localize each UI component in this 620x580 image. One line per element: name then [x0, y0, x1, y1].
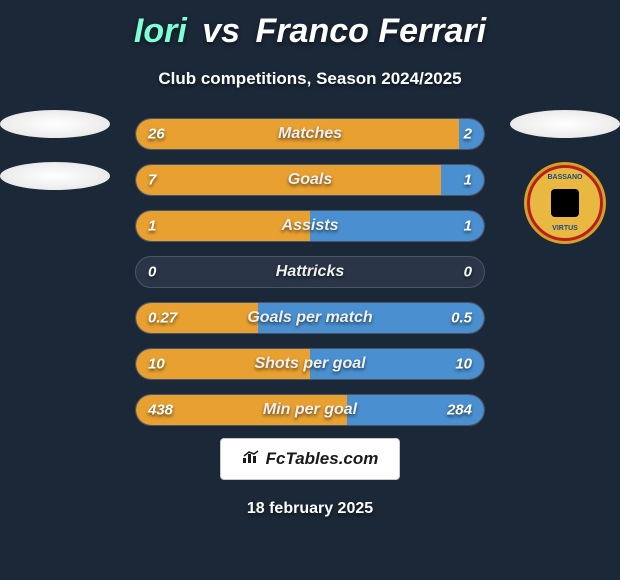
player2-placeholder-1 — [510, 110, 620, 138]
player1-placeholder-2 — [0, 162, 110, 190]
stat-label: Assists — [282, 217, 339, 235]
stat-value-right: 284 — [447, 402, 472, 419]
stat-value-left: 10 — [148, 356, 165, 373]
stat-row: 0 0 Hattricks — [135, 256, 485, 288]
stat-row: 10 10 Shots per goal — [135, 348, 485, 380]
player1-placeholder-1 — [0, 110, 110, 138]
badge-text-top: BASSANO — [547, 174, 582, 181]
bar-fill-right — [441, 165, 485, 195]
stat-row: 26 2 Matches — [135, 118, 485, 150]
club-badge: BASSANO VIRTUS — [524, 162, 606, 244]
player2-name: Franco Ferrari — [256, 12, 487, 50]
stat-value-right: 2 — [464, 126, 472, 143]
player1-avatar-col — [0, 110, 110, 214]
stat-value-left: 0 — [148, 264, 156, 281]
stat-label: Matches — [278, 125, 342, 143]
stat-label: Shots per goal — [254, 355, 365, 373]
stat-bars: 26 2 Matches 7 1 Goals 1 1 Assists 0 0 Hattricks 0.2… — [135, 118, 485, 440]
club-badge-inner: BASSANO VIRTUS — [527, 165, 603, 241]
chart-icon — [242, 449, 260, 469]
brand-text: FcTables.com — [266, 449, 379, 469]
badge-text-bottom: VIRTUS — [552, 225, 578, 232]
stat-label: Hattricks — [276, 263, 344, 281]
comparison-title: Iori vs Franco Ferrari — [0, 0, 620, 51]
stat-value-right: 0.5 — [451, 310, 472, 327]
stat-row: 1 1 Assists — [135, 210, 485, 242]
stat-value-left: 7 — [148, 172, 156, 189]
brand-logo: FcTables.com — [220, 438, 400, 480]
stat-value-left: 0.27 — [148, 310, 177, 327]
stat-value-left: 26 — [148, 126, 165, 143]
stat-row: 0.27 0.5 Goals per match — [135, 302, 485, 334]
stat-label: Goals — [288, 171, 332, 189]
badge-center-icon — [551, 189, 579, 217]
vs-label: vs — [202, 12, 240, 50]
stat-row: 438 284 Min per goal — [135, 394, 485, 426]
stat-value-left: 1 — [148, 218, 156, 235]
stat-label: Goals per match — [247, 309, 372, 327]
stat-row: 7 1 Goals — [135, 164, 485, 196]
stat-value-left: 438 — [148, 402, 173, 419]
footer-date: 18 february 2025 — [247, 500, 373, 518]
subtitle: Club competitions, Season 2024/2025 — [0, 69, 620, 89]
stat-value-right: 0 — [464, 264, 472, 281]
stat-value-right: 1 — [464, 172, 472, 189]
stat-value-right: 1 — [464, 218, 472, 235]
player1-name: Iori — [134, 12, 187, 50]
player2-avatar-col: BASSANO VIRTUS — [510, 110, 620, 244]
stat-label: Min per goal — [263, 401, 357, 419]
stat-value-right: 10 — [455, 356, 472, 373]
